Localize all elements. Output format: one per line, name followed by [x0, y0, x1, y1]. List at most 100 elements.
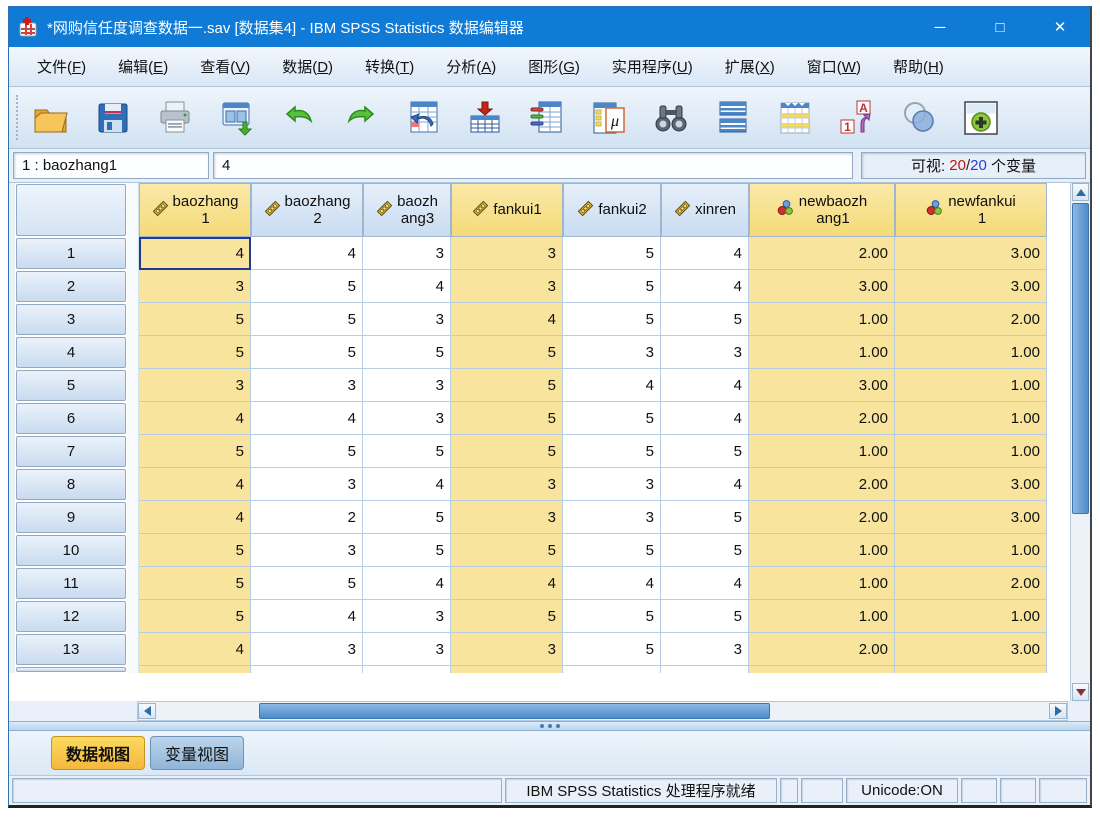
cell-newbaozhang1-row12[interactable]: 1.00: [749, 600, 895, 633]
cell-newfankui1-row10[interactable]: 1.00: [895, 534, 1047, 567]
cell-baozhang1-row5[interactable]: 3: [139, 369, 251, 402]
redo-icon[interactable]: [337, 95, 385, 141]
cell-baozhang2-row2[interactable]: 5: [251, 270, 363, 303]
cell-baozhang3-row4[interactable]: 5: [363, 336, 451, 369]
scroll-right-arrow-icon[interactable]: [1049, 703, 1067, 719]
cell-baozhang3-row5[interactable]: 3: [363, 369, 451, 402]
cell-baozhang2-row5[interactable]: 3: [251, 369, 363, 402]
cell-xinren-row8[interactable]: 4: [661, 468, 749, 501]
row-header-3[interactable]: 3: [16, 304, 126, 335]
menu-11[interactable]: 帮助(H): [892, 59, 944, 76]
cell-newbaozhang1-row5[interactable]: 3.00: [749, 369, 895, 402]
cell-newfankui1-row3[interactable]: 2.00: [895, 303, 1047, 336]
cell-xinren-row11[interactable]: 4: [661, 567, 749, 600]
cell-newbaozhang1-row1[interactable]: 2.00: [749, 237, 895, 270]
cell-xinren-row5[interactable]: 4: [661, 369, 749, 402]
cell-fankui1-row5[interactable]: 5: [451, 369, 563, 402]
cell-fankui1-row4[interactable]: 5: [451, 336, 563, 369]
cell-newfankui1-row6[interactable]: 1.00: [895, 402, 1047, 435]
cell-newbaozhang1-row10[interactable]: 1.00: [749, 534, 895, 567]
cell-fankui2-row9[interactable]: 3: [563, 501, 661, 534]
cell-baozhang1-row11[interactable]: 5: [139, 567, 251, 600]
cell-fankui1-row12[interactable]: 5: [451, 600, 563, 633]
cell-newbaozhang1-row7[interactable]: 1.00: [749, 435, 895, 468]
row-header-5[interactable]: 5: [16, 370, 126, 401]
row-header-1[interactable]: 1: [16, 238, 126, 269]
cell-value-input[interactable]: 4: [213, 152, 853, 179]
cell-fankui2-row13[interactable]: 5: [563, 633, 661, 666]
close-button[interactable]: ✕: [1053, 19, 1067, 36]
cell-fankui1-row6[interactable]: 5: [451, 402, 563, 435]
cell-baozhang3-row10[interactable]: 5: [363, 534, 451, 567]
cell-baozhang1-row7[interactable]: 5: [139, 435, 251, 468]
cell-baozhang2-row10[interactable]: 3: [251, 534, 363, 567]
find-icon[interactable]: [647, 95, 695, 141]
column-header-baozhang1[interactable]: baozhang 1: [139, 183, 251, 237]
cell-xinren-row9[interactable]: 5: [661, 501, 749, 534]
cell-baozhang1-row2[interactable]: 3: [139, 270, 251, 303]
recall-dialogs-icon[interactable]: [213, 95, 261, 141]
cell-newfankui1-row5[interactable]: 1.00: [895, 369, 1047, 402]
cell-baozhang2-row4[interactable]: 5: [251, 336, 363, 369]
menu-5[interactable]: 转换(T): [365, 59, 415, 76]
cell-newfankui1-row8[interactable]: 3.00: [895, 468, 1047, 501]
cell-fankui2-row11[interactable]: 4: [563, 567, 661, 600]
cell-baozhang3-row2[interactable]: 4: [363, 270, 451, 303]
cell-xinren-row13[interactable]: 3: [661, 633, 749, 666]
cell-fankui2-row3[interactable]: 5: [563, 303, 661, 336]
cell-baozhang3-row3[interactable]: 3: [363, 303, 451, 336]
cell-baozhang2-row12[interactable]: 4: [251, 600, 363, 633]
cell-xinren-row3[interactable]: 5: [661, 303, 749, 336]
cell-xinren-row7[interactable]: 5: [661, 435, 749, 468]
menu-10[interactable]: 窗口(W): [806, 59, 861, 76]
cell-newfankui1-row13[interactable]: 3.00: [895, 633, 1047, 666]
cell-newfankui1-row1[interactable]: 3.00: [895, 237, 1047, 270]
cell-fankui1-row9[interactable]: 3: [451, 501, 563, 534]
cell-baozhang2-row7[interactable]: 5: [251, 435, 363, 468]
column-header-fankui2[interactable]: fankui2: [563, 183, 661, 237]
row-header-8[interactable]: 8: [16, 469, 126, 500]
cell-baozhang2-row8[interactable]: 3: [251, 468, 363, 501]
scroll-left-arrow-icon[interactable]: [138, 703, 156, 719]
cell-baozhang1-row9[interactable]: 4: [139, 501, 251, 534]
tab-variable-view[interactable]: 变量视图: [150, 736, 245, 770]
row-header-2[interactable]: 2: [16, 271, 126, 302]
cell-baozhang3-row12[interactable]: 3: [363, 600, 451, 633]
cell-newbaozhang1-row2[interactable]: 3.00: [749, 270, 895, 303]
cell-baozhang3-row1[interactable]: 3: [363, 237, 451, 270]
cell-baozhang1-row13[interactable]: 4: [139, 633, 251, 666]
vertical-scrollbar[interactable]: [1070, 183, 1090, 701]
scroll-down-arrow-icon[interactable]: [1072, 683, 1089, 701]
cell-fankui2-row6[interactable]: 5: [563, 402, 661, 435]
row-header-4[interactable]: 4: [16, 337, 126, 368]
cell-newbaozhang1-row8[interactable]: 2.00: [749, 468, 895, 501]
menu-7[interactable]: 图形(G): [528, 59, 580, 76]
row-header-11[interactable]: 11: [16, 568, 126, 599]
cell-fankui2-row12[interactable]: 5: [563, 600, 661, 633]
cell-fankui2-row10[interactable]: 5: [563, 534, 661, 567]
cell-baozhang1-row6[interactable]: 4: [139, 402, 251, 435]
cell-newbaozhang1-row11[interactable]: 1.00: [749, 567, 895, 600]
column-header-baozhang3[interactable]: baozh ang3: [363, 183, 451, 237]
cell-baozhang1-row8[interactable]: 4: [139, 468, 251, 501]
open-data-icon[interactable]: [27, 95, 75, 141]
variable-sets-icon[interactable]: [895, 95, 943, 141]
custom-dialogs-icon[interactable]: [957, 95, 1005, 141]
cell-fankui2-row8[interactable]: 3: [563, 468, 661, 501]
select-cases-icon[interactable]: [771, 95, 819, 141]
menu-3[interactable]: 查看(V): [200, 59, 251, 76]
variables-icon[interactable]: [523, 95, 571, 141]
cell-fankui2-row2[interactable]: 5: [563, 270, 661, 303]
goto-case-icon[interactable]: [399, 95, 447, 141]
minimize-button[interactable]: ─: [934, 18, 946, 36]
cell-newfankui1-row2[interactable]: 3.00: [895, 270, 1047, 303]
cell-newfankui1-row9[interactable]: 3.00: [895, 501, 1047, 534]
scroll-up-arrow-icon[interactable]: [1072, 183, 1089, 201]
save-icon[interactable]: [89, 95, 137, 141]
split-file-icon[interactable]: [709, 95, 757, 141]
column-header-xinren[interactable]: xinren: [661, 183, 749, 237]
cell-xinren-row1[interactable]: 4: [661, 237, 749, 270]
goto-variable-icon[interactable]: [461, 95, 509, 141]
horizontal-scrollbar-thumb[interactable]: [258, 703, 770, 719]
